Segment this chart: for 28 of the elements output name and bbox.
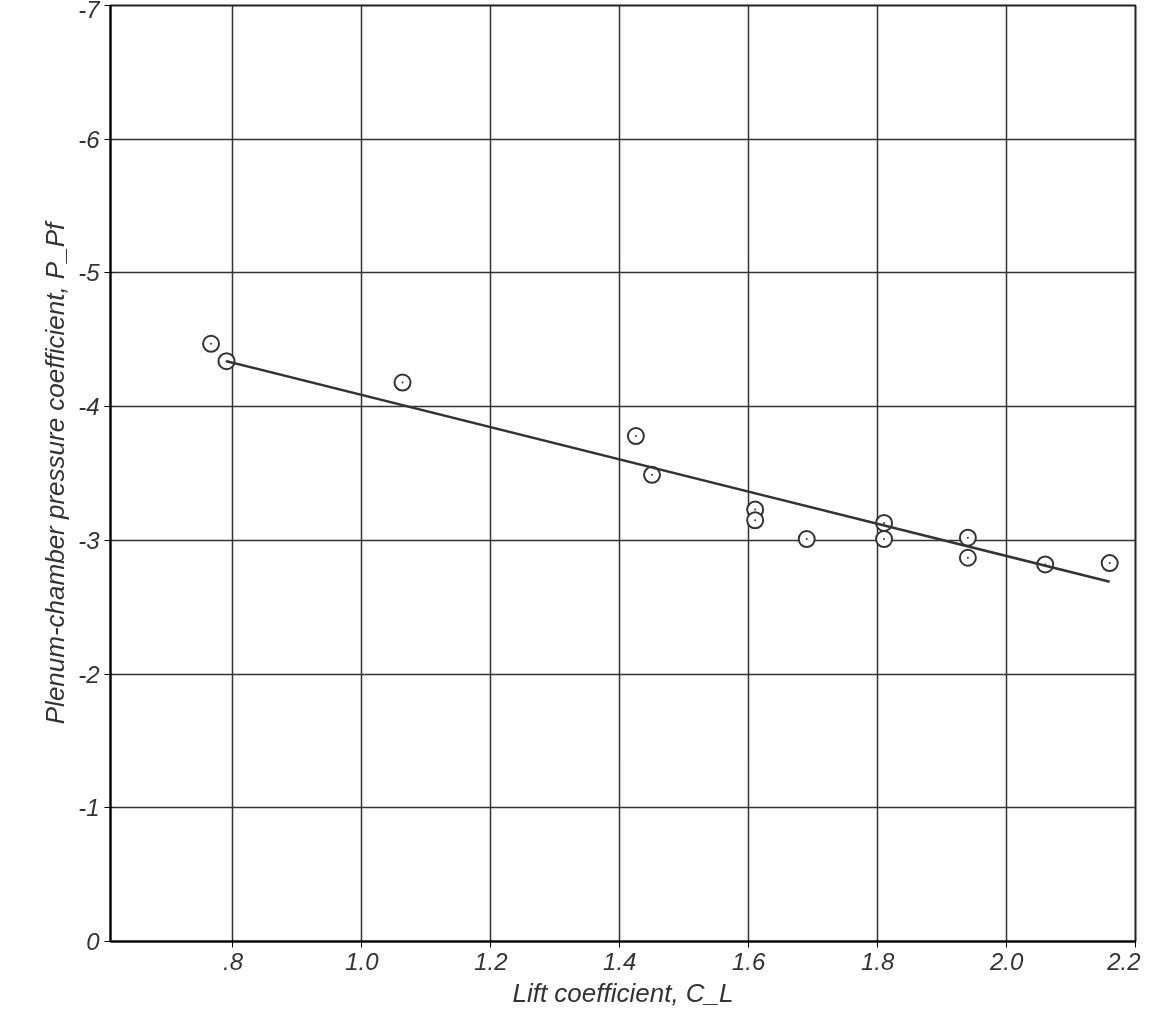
point xyxy=(626,427,645,446)
x-axis-title: Lift coefficient, C_L xyxy=(512,977,734,1008)
y-tick-label: -2 xyxy=(78,660,100,688)
point xyxy=(393,373,412,392)
point xyxy=(958,528,977,547)
x-tick-label: .8 xyxy=(222,947,244,975)
point xyxy=(746,511,765,530)
y-tick-label: -3 xyxy=(78,526,101,554)
point xyxy=(875,530,894,548)
y-tick-label: -7 xyxy=(78,0,102,23)
y-tick-label: 0 xyxy=(86,928,101,955)
point xyxy=(643,465,662,484)
x-tick-label: 2.2 xyxy=(1106,947,1141,975)
x-tick-label: 1.8 xyxy=(860,947,895,975)
x-tick-label: 2.0 xyxy=(988,947,1024,975)
x-tick-label: 1.4 xyxy=(603,947,637,975)
point xyxy=(958,548,977,567)
y-tick-label: -6 xyxy=(78,125,101,153)
y-axis-title: Plenum-chamber pressure coefficient, P_Pf xyxy=(40,220,71,725)
x-tick-label: 1.2 xyxy=(474,947,508,975)
point xyxy=(202,334,221,353)
y-tick-label: -4 xyxy=(78,393,100,421)
x-tick-label: 1.6 xyxy=(732,947,767,975)
point xyxy=(1100,554,1119,573)
x-tick-label: 1.0 xyxy=(345,947,380,975)
y-tick-label: -5 xyxy=(78,259,101,287)
y-tick-label: -1 xyxy=(78,794,100,822)
point xyxy=(797,530,816,548)
